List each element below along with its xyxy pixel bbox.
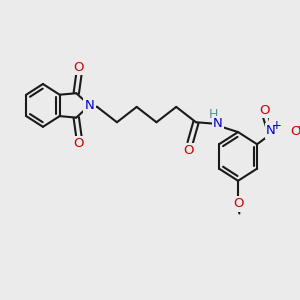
- Text: O: O: [74, 61, 84, 74]
- Text: O: O: [233, 197, 243, 210]
- Text: O: O: [259, 103, 270, 117]
- Text: O: O: [74, 137, 84, 150]
- Text: N: N: [85, 99, 94, 112]
- Text: N: N: [213, 117, 223, 130]
- Text: -: -: [297, 118, 300, 134]
- Text: O: O: [184, 144, 194, 157]
- Text: +: +: [272, 119, 282, 132]
- Text: O: O: [290, 125, 300, 138]
- Text: N: N: [266, 124, 276, 137]
- Text: H: H: [209, 108, 219, 121]
